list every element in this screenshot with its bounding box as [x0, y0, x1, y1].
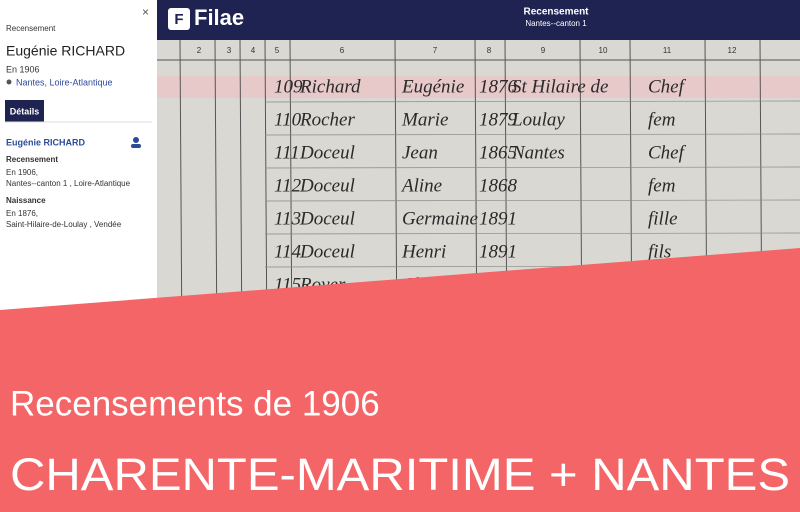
person-link[interactable]: Eugénie RICHARD — [6, 137, 86, 147]
logo-mark: F — [174, 11, 183, 28]
handwritten-num: 113 — [274, 208, 301, 229]
row-highlight — [157, 76, 800, 98]
column-number: 10 — [599, 46, 608, 55]
column-number: 11 — [663, 46, 672, 55]
handwritten-num: 112 — [274, 175, 302, 196]
handwritten-first: Eugénie — [401, 76, 464, 97]
column-number: 12 — [728, 46, 737, 55]
banner-line2: CHARENTE-MARITIME + NANTES — [10, 449, 790, 500]
column-number: 4 — [251, 46, 256, 55]
handwritten-first: Jean — [402, 142, 438, 163]
handwritten-first: Marie — [401, 109, 448, 130]
birth-title: Naissance — [6, 196, 46, 205]
pin-icon — [6, 79, 12, 85]
birth-place: Saint-Hilaire-de-Loulay , Vendée — [6, 220, 122, 229]
handwritten-place: Loulay — [511, 109, 565, 130]
handwritten-first: Germaine — [402, 208, 478, 229]
column-number: 6 — [340, 46, 345, 55]
column-number: 8 — [487, 46, 492, 55]
add-person-body — [131, 144, 141, 148]
handwritten-year: 1891 — [479, 241, 517, 262]
handwritten-place: Nantes — [511, 142, 565, 163]
handwritten-first: Aline — [400, 175, 442, 196]
sidebar-place[interactable]: Nantes, Loire-Atlantique — [16, 77, 113, 87]
census-title: Recensement — [6, 155, 58, 164]
handwritten-year: 1865 — [479, 142, 517, 163]
handwritten-num: 111 — [274, 142, 300, 163]
handwritten-role: fils — [648, 241, 671, 262]
handwritten-year: 1876 — [479, 76, 518, 97]
sidebar-year: En 1906 — [6, 64, 40, 74]
handwritten-place: St Hilaire de — [512, 76, 608, 97]
handwritten-role: Chef — [648, 142, 687, 163]
column-number: 2 — [197, 46, 202, 55]
birth-year: En 1876, — [6, 209, 38, 218]
handwritten-surname: Doceul — [299, 175, 355, 196]
handwritten-surname: Doceul — [299, 142, 355, 163]
handwritten-surname: Richard — [299, 76, 361, 97]
sidebar-label: Recensement — [6, 24, 56, 33]
column-number: 7 — [433, 46, 438, 55]
row-rule — [264, 199, 800, 202]
column-number: 5 — [275, 46, 280, 55]
census-year: En 1906, — [6, 168, 38, 177]
handwritten-num: 110 — [274, 109, 302, 130]
tab-label: Détails — [10, 106, 40, 116]
handwritten-role: Chef — [648, 76, 687, 97]
handwritten-surname: Rocher — [299, 109, 355, 130]
row-rule — [264, 100, 800, 103]
row-rule — [264, 232, 800, 235]
handwritten-surname: Doceul — [299, 208, 355, 229]
handwritten-year: 1891 — [479, 208, 517, 229]
add-person-icon[interactable] — [133, 137, 139, 143]
close-button[interactable]: × — [142, 5, 149, 19]
handwritten-role: fille — [648, 208, 678, 229]
handwritten-first: Henri — [401, 241, 446, 262]
person-name: Eugénie RICHARD — [6, 43, 125, 59]
handwritten-num: 109 — [274, 76, 303, 97]
logo-icon[interactable] — [168, 8, 190, 30]
column-number: 9 — [541, 46, 546, 55]
census-place: Nantes--canton 1 , Loire-Atlantique — [6, 179, 131, 188]
tab-details[interactable] — [5, 100, 44, 122]
handwritten-role: fem — [648, 175, 675, 196]
header-bar — [157, 0, 800, 40]
handwritten-year: 1868 — [479, 175, 518, 196]
row-rule — [264, 133, 800, 136]
banner-line1: Recensements de 1906 — [10, 384, 380, 423]
handwritten-surname: Doceul — [299, 241, 355, 262]
handwritten-role: fem — [648, 109, 675, 130]
header-subtitle: Nantes--canton 1 — [525, 19, 587, 28]
banner — [0, 248, 800, 512]
header-title: Recensement — [523, 7, 589, 18]
handwritten-year: 1879 — [479, 109, 518, 130]
logo[interactable]: Filae — [194, 5, 244, 30]
column-number: 3 — [227, 46, 232, 55]
handwritten-num: 114 — [274, 241, 302, 262]
row-rule — [264, 166, 800, 169]
